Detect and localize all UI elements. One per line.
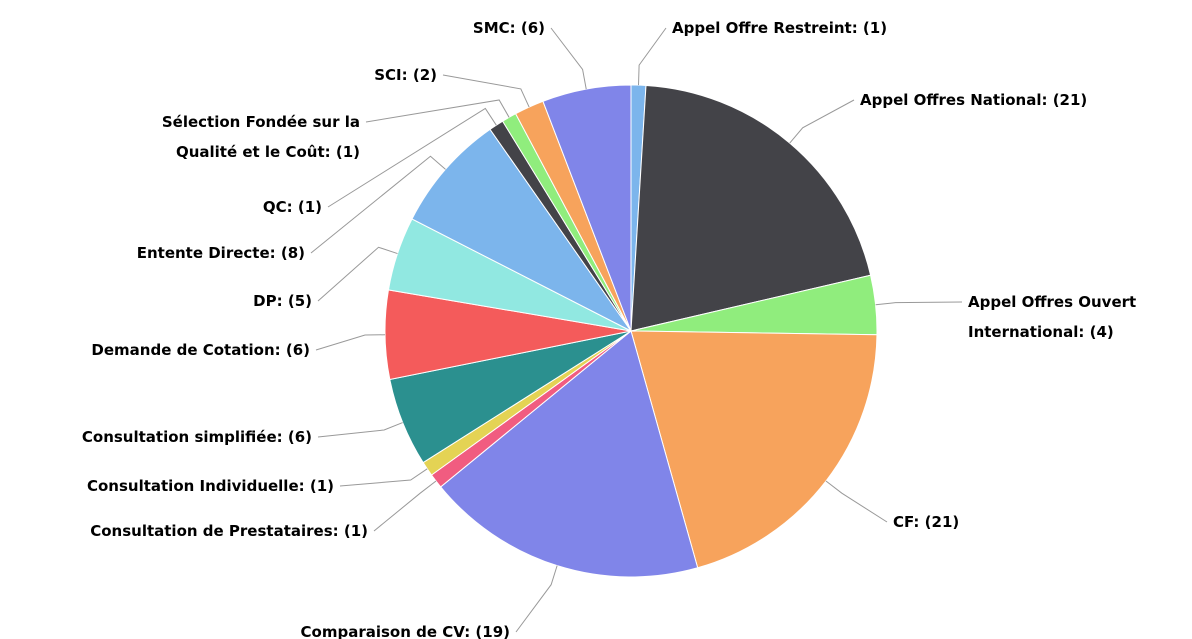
connector — [310, 155, 446, 254]
connector — [825, 480, 888, 523]
data-label: SCI: (2) — [374, 66, 437, 84]
connector — [339, 468, 428, 487]
label-line: SCI: (2) — [374, 66, 437, 84]
label-line: Sélection Fondée sur la — [162, 113, 360, 131]
label-line: QC: (1) — [263, 198, 322, 216]
data-label: QC: (1) — [263, 198, 322, 216]
data-label: Appel Offres National: (21) — [860, 91, 1087, 109]
label-line: Comparaison de CV: (19) — [301, 623, 510, 639]
label-line: International: (4) — [968, 323, 1114, 341]
data-label: Demande de Cotation: (6) — [91, 341, 310, 359]
label-line: Appel Offres National: (21) — [860, 91, 1087, 109]
label-line: Consultation Individuelle: (1) — [87, 477, 334, 495]
connector — [315, 334, 386, 351]
data-label: Consultation Individuelle: (1) — [87, 477, 334, 495]
label-line: Consultation simplifiée: (6) — [82, 428, 312, 446]
connector — [875, 301, 963, 306]
connector — [789, 99, 855, 144]
label-line: CF: (21) — [893, 513, 959, 531]
connector — [515, 565, 558, 633]
connector — [550, 27, 587, 90]
pie-slice — [630, 84, 872, 332]
connector — [442, 74, 530, 108]
connector — [373, 480, 437, 532]
pie-slice — [630, 330, 878, 569]
connector — [327, 107, 497, 208]
connector — [365, 99, 510, 123]
data-label: DP: (5) — [253, 292, 312, 310]
data-label: Consultation simplifiée: (6) — [82, 428, 312, 446]
connector — [317, 422, 403, 438]
data-label: SMC: (6) — [473, 19, 545, 37]
data-label: Entente Directe: (8) — [137, 244, 305, 262]
label-line: SMC: (6) — [473, 19, 545, 37]
label-line: Appel Offre Restreint: (1) — [672, 19, 887, 37]
data-label: CF: (21) — [893, 513, 959, 531]
data-label: Consultation de Prestataires: (1) — [90, 522, 368, 540]
pie-slice — [439, 330, 699, 578]
label-line: Consultation de Prestataires: (1) — [90, 522, 368, 540]
data-label: Sélection Fondée sur la Qualité et le Coû… — [162, 113, 360, 161]
label-line: Qualité et le Coût: (1) — [176, 143, 360, 161]
connector — [638, 27, 667, 86]
label-line: Entente Directe: (8) — [137, 244, 305, 262]
data-label: Comparaison de CV: (19) — [301, 623, 510, 639]
data-label: Appel Offres Ouvert International: (4) — [968, 293, 1136, 341]
label-line: Appel Offres Ouvert — [968, 293, 1136, 311]
pie-slice — [542, 84, 632, 332]
label-line: DP: (5) — [253, 292, 312, 310]
connector — [317, 246, 398, 302]
data-label: Appel Offre Restreint: (1) — [672, 19, 887, 37]
label-line: Demande de Cotation: (6) — [91, 341, 310, 359]
